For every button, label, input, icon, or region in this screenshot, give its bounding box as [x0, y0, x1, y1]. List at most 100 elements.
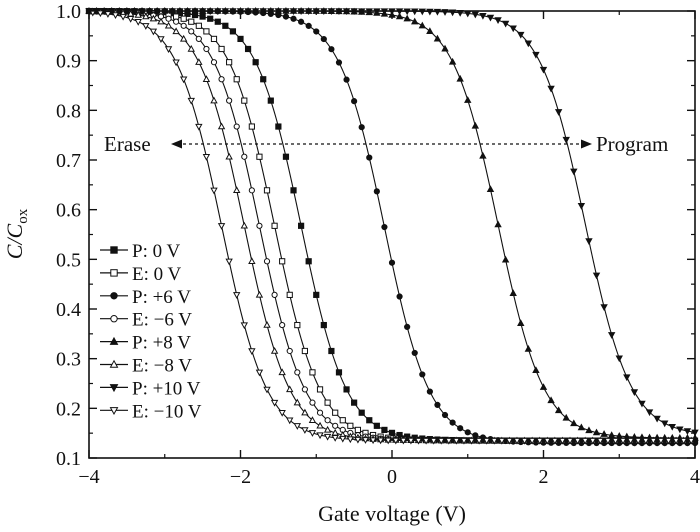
data-point: [388, 259, 396, 266]
data-point: [111, 12, 120, 20]
data-point: [278, 409, 286, 417]
y-axis-title-sub: ox: [15, 208, 31, 224]
data-point: [294, 369, 301, 376]
data-point: [509, 289, 517, 296]
data-point: [381, 426, 388, 434]
data-point: [361, 437, 370, 444]
data-point: [271, 222, 278, 229]
data-point: [505, 437, 514, 445]
data-point: [411, 17, 419, 25]
data-point: [259, 8, 267, 16]
x-tick-label: 4: [690, 466, 700, 488]
data-point: [445, 437, 453, 445]
data-point: [316, 421, 324, 429]
data-point: [282, 153, 290, 160]
data-point: [494, 220, 502, 228]
data-point: [351, 399, 358, 406]
data-point: [255, 290, 264, 298]
data-point: [233, 76, 240, 83]
data-point: [403, 14, 411, 22]
data-point: [429, 437, 438, 445]
data-point: [217, 223, 226, 230]
data-point: [626, 437, 635, 445]
data-point: [396, 293, 403, 300]
data-point: [195, 123, 203, 131]
data-point: [456, 10, 464, 17]
data-point: [604, 437, 612, 445]
legend-label: P: 0 V: [132, 241, 181, 262]
data-point: [460, 437, 468, 445]
data-point: [342, 8, 351, 16]
data-point: [289, 8, 298, 16]
data-point: [543, 437, 551, 445]
data-point: [585, 238, 593, 246]
data-point: [494, 17, 502, 25]
data-point: [263, 386, 271, 394]
data-point: [157, 17, 165, 25]
data-point: [195, 58, 203, 65]
data-point: [282, 8, 290, 16]
data-point: [301, 347, 308, 355]
data-point: [176, 8, 184, 16]
legend-marker: [110, 315, 118, 323]
legend-label: E: −6 V: [132, 310, 192, 331]
data-point: [437, 437, 445, 445]
legend-marker: [110, 292, 118, 300]
data-point: [456, 74, 464, 82]
data-point: [433, 8, 442, 16]
legend-label: P: +6 V: [132, 287, 191, 308]
data-point: [210, 35, 218, 43]
data-point: [263, 321, 271, 328]
data-point: [482, 437, 491, 445]
data-point: [649, 437, 658, 445]
x-tick-label: −2: [230, 466, 251, 488]
data-point: [350, 8, 358, 16]
data-point: [558, 437, 567, 445]
data-point: [600, 430, 608, 437]
x-axis-title: Gate voltage (V): [318, 501, 466, 526]
data-point: [630, 389, 639, 397]
y-tick-label: 0.1: [56, 448, 81, 470]
data-point: [172, 27, 180, 35]
data-point: [241, 153, 248, 160]
data-point: [419, 371, 426, 378]
data-point: [274, 8, 283, 16]
data-point: [233, 292, 241, 299]
data-point: [517, 319, 525, 326]
y-tick-label: 0.2: [56, 398, 81, 420]
data-point: [509, 25, 517, 33]
legend-label: P: +8 V: [132, 333, 191, 354]
data-point: [676, 426, 684, 434]
data-point: [392, 437, 400, 445]
data-point: [240, 221, 248, 229]
data-point: [179, 34, 188, 42]
data-point: [202, 154, 211, 161]
data-point: [263, 187, 271, 194]
legend-item: E: −6 V: [100, 310, 192, 331]
data-point: [267, 8, 275, 16]
data-point: [343, 386, 350, 393]
data-point: [225, 152, 233, 160]
data-point: [448, 9, 457, 17]
data-point: [229, 28, 237, 35]
data-point: [180, 22, 187, 29]
data-point: [233, 123, 240, 130]
data-point: [441, 9, 449, 16]
data-point: [308, 430, 317, 437]
data-point: [366, 417, 373, 424]
data-point: [452, 437, 461, 445]
data-point: [248, 123, 255, 130]
data-point: [532, 366, 540, 373]
data-point: [267, 97, 274, 104]
data-point: [316, 386, 324, 393]
data-point: [358, 409, 365, 416]
data-point: [472, 432, 479, 439]
data-point: [164, 46, 173, 54]
data-point: [324, 399, 331, 406]
data-point: [244, 8, 252, 16]
x-tick-label: 2: [539, 466, 549, 488]
data-point: [501, 20, 510, 28]
data-point: [471, 11, 480, 19]
data-point: [589, 437, 597, 445]
data-point: [134, 18, 142, 26]
